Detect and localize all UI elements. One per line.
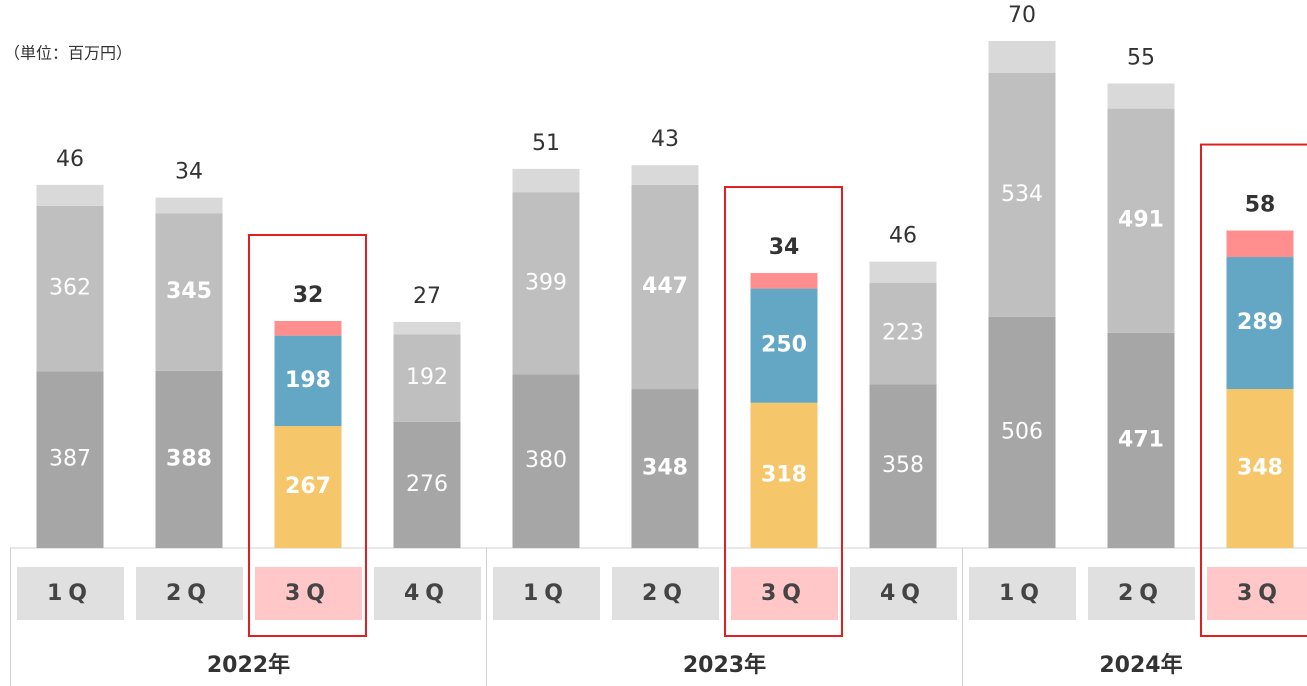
category-label: 2Q xyxy=(642,581,688,606)
category-label: 3Q xyxy=(761,581,807,606)
category-label: 2Q xyxy=(166,581,212,606)
value-label: 534 xyxy=(1001,182,1043,207)
value-label: 491 xyxy=(1118,208,1164,233)
category-box xyxy=(255,567,362,620)
bar-segment xyxy=(36,205,104,372)
category-label: 2Q xyxy=(1118,581,1164,606)
bar-segment xyxy=(36,184,104,206)
category-label: 4Q xyxy=(404,581,450,606)
value-label: 387 xyxy=(49,447,91,472)
category-box xyxy=(1207,567,1307,620)
value-label: 70 xyxy=(1008,3,1036,28)
value-label: 34 xyxy=(175,160,203,185)
bar-segment xyxy=(869,384,937,548)
highlight-box xyxy=(248,233,367,638)
bar-segment xyxy=(869,282,937,385)
bar-segment xyxy=(1107,83,1175,109)
value-label: 267 xyxy=(285,474,331,499)
highlight-box xyxy=(724,186,843,637)
value-label: 471 xyxy=(1118,427,1164,452)
bar-segment xyxy=(393,321,461,335)
category-box xyxy=(374,567,481,620)
unit-label: （単位：百万円） xyxy=(4,44,132,63)
value-label: 34 xyxy=(769,235,800,260)
bar-segment xyxy=(512,168,580,193)
category-label: 3Q xyxy=(285,581,331,606)
category-box xyxy=(969,567,1076,620)
bar-segment xyxy=(393,334,461,422)
bar-segment xyxy=(988,41,1056,73)
category-label: 4Q xyxy=(880,581,926,606)
bar-segment xyxy=(274,320,342,336)
value-label: 318 xyxy=(761,462,807,487)
bar-segment xyxy=(274,335,342,427)
category-label: 3Q xyxy=(1237,581,1283,606)
value-label: 388 xyxy=(166,446,212,471)
value-label: 348 xyxy=(1237,456,1283,481)
category-label: 1Q xyxy=(999,581,1045,606)
bar-segment xyxy=(1226,257,1294,390)
bar-segment xyxy=(393,421,461,548)
value-label: 223 xyxy=(882,321,924,346)
highlight-box xyxy=(1200,143,1307,637)
value-label: 358 xyxy=(882,453,924,478)
bar-segment xyxy=(512,192,580,375)
value-label: 43 xyxy=(651,127,679,152)
value-label: 250 xyxy=(761,333,807,358)
bar-segment xyxy=(1107,332,1175,548)
value-label: 192 xyxy=(406,365,448,390)
value-label: 380 xyxy=(525,448,567,473)
bar-segment xyxy=(155,370,223,548)
category-box xyxy=(612,567,719,620)
value-label: 46 xyxy=(889,224,917,249)
bar-segment xyxy=(988,72,1056,317)
value-label: 289 xyxy=(1237,310,1283,335)
value-label: 198 xyxy=(285,368,331,393)
value-label: 447 xyxy=(642,274,688,299)
category-box xyxy=(493,567,600,620)
group-label: 2023年 xyxy=(683,652,766,678)
bar-segment xyxy=(631,165,699,185)
value-label: 55 xyxy=(1127,45,1155,70)
bar-segment xyxy=(1226,389,1294,548)
bar-segment xyxy=(274,426,342,548)
bar-segment xyxy=(1107,108,1175,333)
value-label: 399 xyxy=(525,270,567,295)
bar-segment xyxy=(750,402,818,548)
category-box xyxy=(136,567,243,620)
value-label: 276 xyxy=(406,472,448,497)
value-label: 51 xyxy=(532,131,560,156)
category-box xyxy=(1088,567,1195,620)
bar-segment xyxy=(750,273,818,289)
value-label: 58 xyxy=(1245,193,1276,218)
value-label: 32 xyxy=(293,283,324,308)
value-label: 506 xyxy=(1001,419,1043,444)
bar-segment xyxy=(988,316,1056,548)
bar-segment xyxy=(155,213,223,371)
value-label: 345 xyxy=(166,279,212,304)
category-box xyxy=(731,567,838,620)
group-label: 2022年 xyxy=(207,652,290,678)
bar-segment xyxy=(631,389,699,548)
category-box xyxy=(17,567,124,620)
value-label: 46 xyxy=(56,147,84,172)
bar-segment xyxy=(512,374,580,548)
value-label: 362 xyxy=(49,276,91,301)
bar-segment xyxy=(869,261,937,283)
category-label: 1Q xyxy=(47,581,93,606)
bar-segment xyxy=(1226,230,1294,258)
category-box xyxy=(850,567,957,620)
value-label: 27 xyxy=(413,284,441,309)
value-label: 348 xyxy=(642,456,688,481)
bar-segment xyxy=(36,371,104,548)
bar-segment xyxy=(155,197,223,214)
category-label: 1Q xyxy=(523,581,569,606)
bar-segment xyxy=(750,288,818,403)
bar-segment xyxy=(631,184,699,390)
group-label: 2024年 xyxy=(1099,652,1182,678)
